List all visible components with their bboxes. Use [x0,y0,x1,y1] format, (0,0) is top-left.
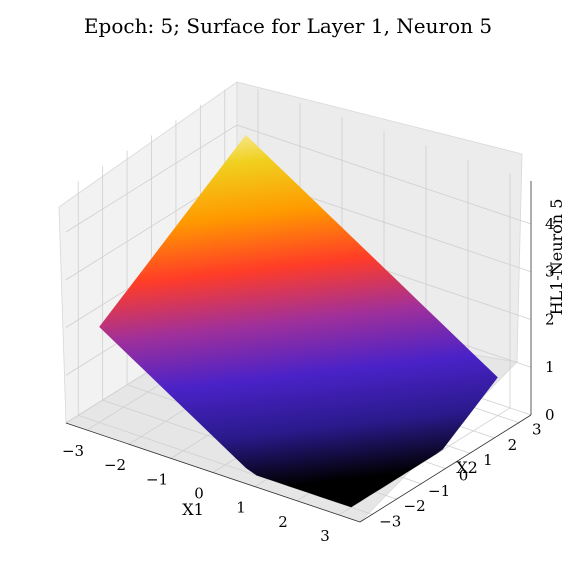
x-tick-label: −2 [104,456,126,474]
z-tick-label: 1 [545,358,555,376]
x-tick-label: 2 [278,513,288,531]
y-tick-label: 3 [532,421,542,439]
y-tick-label: −1 [428,482,450,500]
y-axis-label: X2 [456,458,478,477]
z-axis-label: HL1-Neuron 5 [547,199,566,316]
chart-title: Epoch: 5; Surface for Layer 1, Neuron 5 [0,14,576,38]
y-tick-label: −3 [379,512,401,530]
x-tick-label: 3 [320,527,330,545]
y-tick-label: 1 [483,451,493,469]
x-tick-label: −1 [146,470,168,488]
z-tick-label: 0 [545,406,555,424]
y-tick-label: 2 [508,436,518,454]
x-tick-label: −3 [62,442,84,460]
x-axis-label: X1 [182,500,204,519]
y-tick-label: −2 [404,497,426,515]
x-tick-label: 1 [236,499,246,517]
